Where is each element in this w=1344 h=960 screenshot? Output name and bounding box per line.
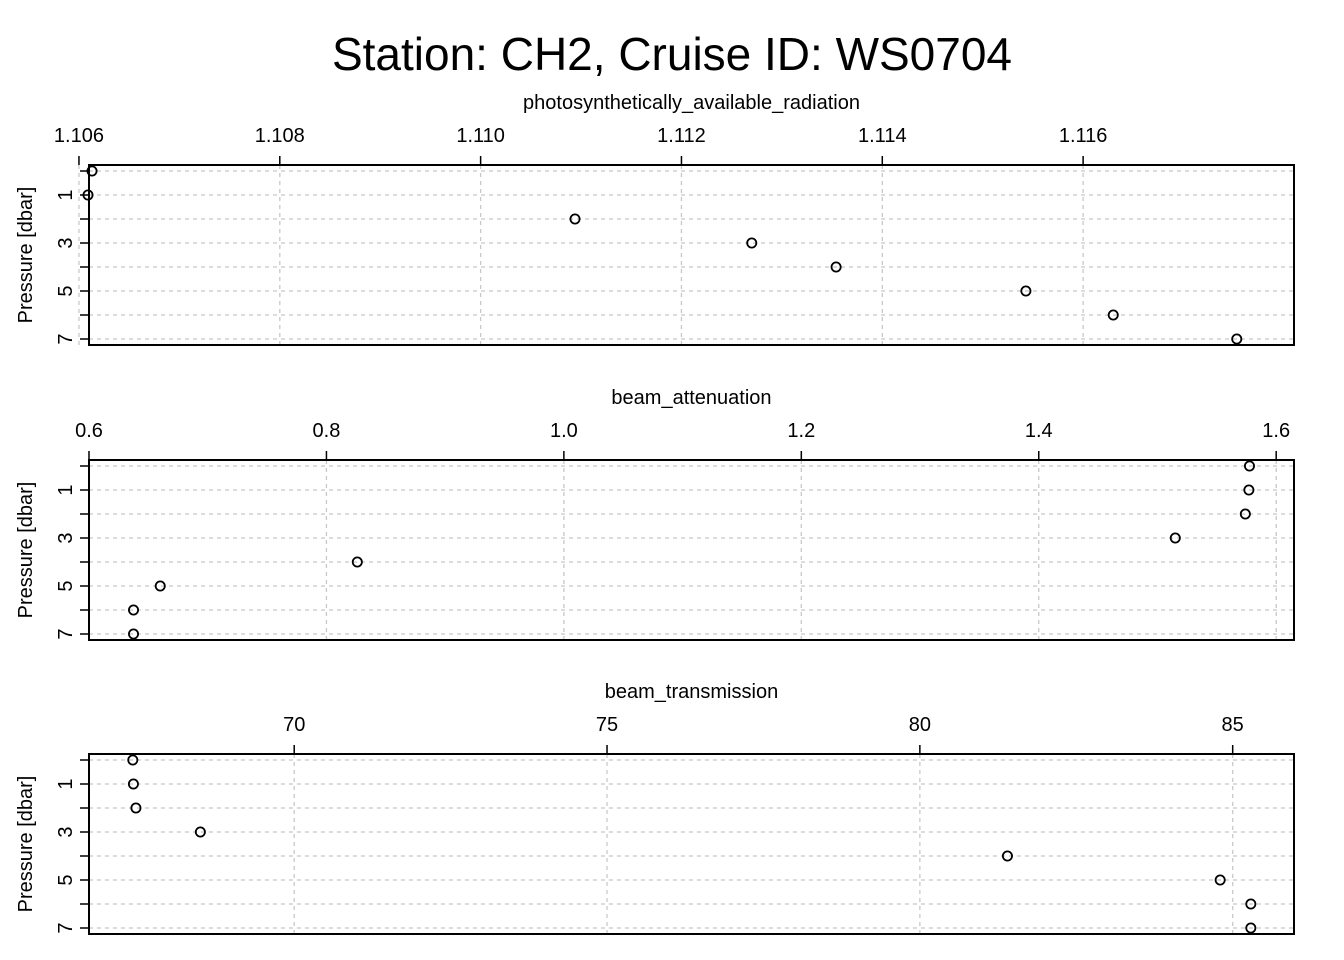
x-tick-label: 1.4 <box>1025 420 1053 442</box>
chart-title: Station: CH2, Cruise ID: WS0704 <box>332 28 1012 80</box>
data-point <box>82 189 94 201</box>
y-tick-label: 5 <box>55 580 77 591</box>
data-point <box>351 556 363 568</box>
x-tick-label: 1.108 <box>255 125 305 147</box>
data-point <box>830 261 842 273</box>
data-point <box>1107 309 1119 321</box>
y-tick-label: 1 <box>55 484 77 495</box>
data-point <box>1243 460 1255 472</box>
plot-frame <box>88 164 1295 346</box>
panels: photosynthetically_available_radiation 1.… <box>15 92 1295 935</box>
data-point <box>127 754 139 766</box>
panel-title: photosynthetically_available_radiation <box>523 92 860 114</box>
y-axis-label: Pressure [dbar] <box>15 776 37 913</box>
x-tick-label: 80 <box>909 714 931 736</box>
y-tick-label: 3 <box>55 532 77 543</box>
data-point <box>746 237 758 249</box>
data-point <box>194 826 206 838</box>
data-point <box>1020 285 1032 297</box>
y-tick-label: 3 <box>55 826 77 837</box>
y-tick-label: 7 <box>55 333 77 344</box>
data-point <box>569 213 581 225</box>
data-point <box>1169 532 1181 544</box>
data-point <box>1214 874 1226 886</box>
data-point <box>1239 508 1251 520</box>
data-point <box>86 165 98 177</box>
panel-1: photosynthetically_available_radiation 1.… <box>15 92 1295 346</box>
plot-frame <box>88 753 1295 935</box>
data-point <box>1245 898 1257 910</box>
x-tick-label: 1.112 <box>657 125 706 147</box>
y-tick-label: 7 <box>55 628 77 639</box>
data-point <box>1243 484 1255 496</box>
x-tick-label: 85 <box>1222 714 1244 736</box>
x-tick-label: 75 <box>596 714 618 736</box>
data-point <box>154 580 166 592</box>
plot-frame <box>88 459 1295 641</box>
x-tick-label: 1.116 <box>1059 125 1108 147</box>
data-point <box>127 778 139 790</box>
y-tick-label: 1 <box>55 778 77 789</box>
panel-title: beam_attenuation <box>611 387 771 409</box>
x-tick-label: 1.110 <box>456 125 505 147</box>
y-tick-label: 7 <box>55 922 77 933</box>
y-tick-label: 3 <box>55 237 77 248</box>
data-point <box>130 802 142 814</box>
y-tick-label: 5 <box>55 874 77 885</box>
x-tick-label: 1.2 <box>787 420 815 442</box>
y-axis-label: Pressure [dbar] <box>15 187 37 324</box>
x-tick-label: 0.8 <box>313 420 341 442</box>
data-point <box>128 604 140 616</box>
panel-3: beam_transmission 70 75 80 85 1 3 5 7 Pressure [d… <box>15 681 1295 935</box>
data-point <box>1231 333 1243 345</box>
y-tick-label: 1 <box>55 189 77 200</box>
panel-title: beam_transmission <box>605 681 778 703</box>
y-axis-label: Pressure [dbar] <box>15 482 37 619</box>
panel-2: beam_attenuation 0.6 0.8 1.0 1.2 1.4 1.6 1 3 5 7 Pr… <box>15 387 1295 641</box>
x-tick-label: 1.0 <box>550 420 578 442</box>
x-tick-label: 1.106 <box>54 125 104 147</box>
x-tick-label: 1.6 <box>1262 420 1290 442</box>
data-point <box>1245 922 1257 934</box>
x-tick-label: 1.114 <box>858 125 907 147</box>
y-tick-label: 5 <box>55 285 77 296</box>
x-tick-label: 70 <box>283 714 305 736</box>
data-point <box>128 628 140 640</box>
data-point <box>1001 850 1013 862</box>
x-tick-label: 0.6 <box>75 420 103 442</box>
